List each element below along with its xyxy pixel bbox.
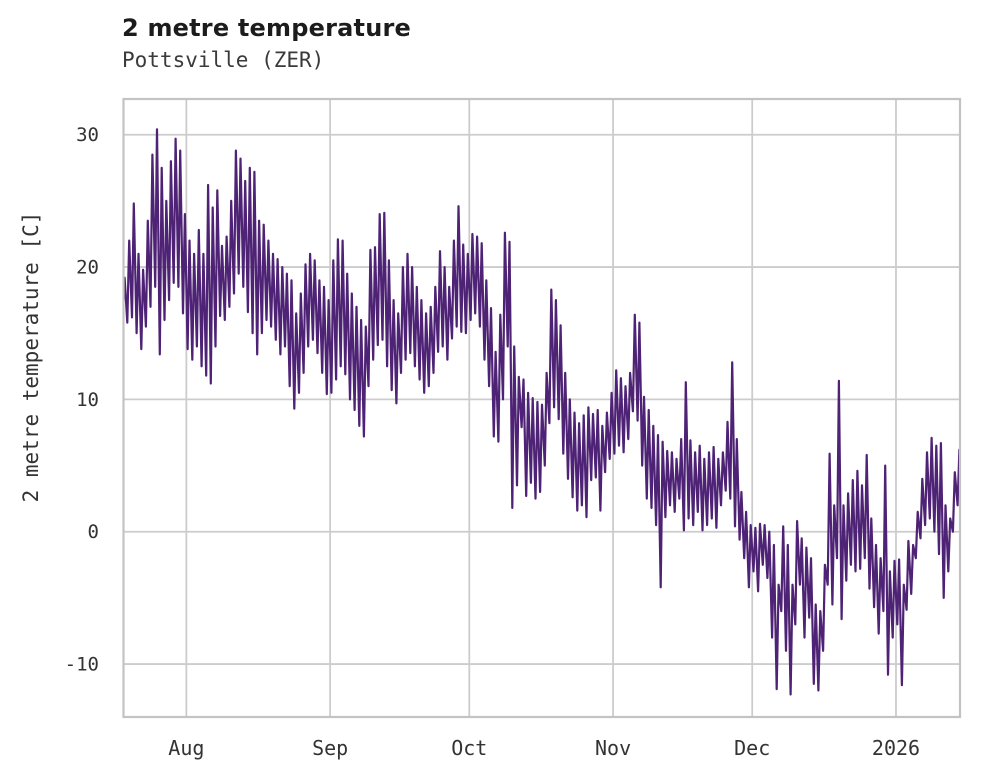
plot-border xyxy=(122,97,962,719)
chart-title: 2 metre temperature xyxy=(122,14,411,42)
y-tick-label: 0 xyxy=(88,521,99,543)
x-tick-label: Aug xyxy=(168,736,204,760)
y-tick-label: -10 xyxy=(65,654,99,676)
temperature-line xyxy=(123,128,960,696)
chart-subtitle: Pottsville (ZER) xyxy=(122,48,325,72)
x-tick-label: Oct xyxy=(451,736,487,760)
plot-frame-layer xyxy=(122,97,962,719)
x-tick-label: Nov xyxy=(595,736,631,760)
x-tick-label: 2026 xyxy=(872,736,920,760)
temperature-line-layer xyxy=(123,128,960,696)
y-axis-label: 2 metre temperature [C] xyxy=(19,211,43,503)
y-tick-label: 30 xyxy=(76,124,99,146)
x-tick-label: Sep xyxy=(312,736,348,760)
x-tick-label: Dec xyxy=(734,736,770,760)
y-tick-label: 10 xyxy=(76,389,99,411)
tick-labels-layer: Aug Sep Oct Nov Dec 2026 -10 0 10 20 30 xyxy=(65,124,920,760)
y-tick-label: 20 xyxy=(76,257,99,279)
grid-layer xyxy=(123,99,960,717)
